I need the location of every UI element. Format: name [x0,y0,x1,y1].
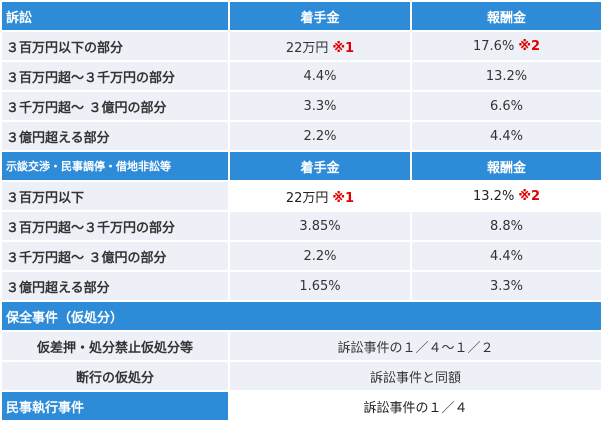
value-cell: 2.2% [228,120,412,152]
row-label: 仮差押・処分禁止仮処分等 [0,330,230,362]
row-label: ３百万円超～３千万円の部分 [0,210,230,242]
value-cell: 3.3% [410,270,601,302]
table-row: ３百万円超～３千万円の部分 4.4% 13.2% [0,60,601,92]
table-row: ３百万円以下の部分 22万円 ※1 17.6% ※2 [0,30,601,62]
note: ※2 [518,38,540,54]
table-row: ３千万円超～ ３億円の部分 3.3% 6.6% [0,90,601,122]
header-cell: 報酬金 [410,150,601,182]
section-header: 民事執行事件 [0,390,230,422]
table-row: ３億円超える部分 1.65% 3.3% [0,270,601,302]
table-row: 断行の仮処分 訴訟事件と同額 [0,360,601,392]
header-cell: 訴訟 [0,0,230,32]
table-row: 訴訟 着手金 報酬金 [0,0,601,32]
value-cell: 3.3% [228,90,412,122]
note: ※1 [332,40,355,56]
value-cell: 17.6% ※2 [410,30,601,62]
table-row: ３億円超える部分 2.2% 4.4% [0,120,601,152]
value-cell: 3.85% [228,210,412,242]
row-label: ３百万円以下 [0,180,230,212]
value-cell: 1.65% [228,270,412,302]
header-cell: 着手金 [228,0,412,32]
value-cell: 13.2% [410,60,601,92]
table-row: 保全事件（仮処分） [0,300,601,332]
note: ※2 [518,188,540,204]
value-cell: 22万円 ※1 [228,180,412,212]
row-label: ３百万円以下の部分 [0,30,230,62]
value: 17.6% [473,38,515,54]
value-cell: 訴訟事件の１／４～１／２ [228,330,601,362]
value-cell: 8.8% [410,210,601,242]
table-row: 示談交渉・民事調停・借地非訟等 着手金 報酬金 [0,150,601,182]
value-cell: 22万円 ※1 [228,30,412,62]
table-row: ３百万円以下 22万円 ※1 13.2% ※2 [0,180,601,212]
table-row: ３千万円超～ ３億円の部分 2.2% 4.4% [0,240,601,272]
row-label: 断行の仮処分 [0,360,230,392]
header-cell: 着手金 [228,150,412,182]
row-label: ３千万円超～ ３億円の部分 [0,90,230,122]
value-cell: 6.6% [410,90,601,122]
value-cell: 4.4% [410,240,601,272]
value-cell: 訴訟事件と同額 [228,360,601,392]
note: ※1 [332,190,355,206]
value-cell: 訴訟事件の１／４ [228,390,601,422]
section-header: 保全事件（仮処分） [0,300,601,332]
table-row: 民事執行事件 訴訟事件の１／４ [0,390,601,422]
value-cell: 4.4% [410,120,601,152]
row-label: ３億円超える部分 [0,120,230,152]
value: 13.2% [473,188,515,204]
row-label: ３千万円超～ ３億円の部分 [0,240,230,272]
row-label: ３百万円超～３千万円の部分 [0,60,230,92]
row-label: ３億円超える部分 [0,270,230,302]
value-cell: 13.2% ※2 [410,180,601,212]
value-cell: 2.2% [228,240,412,272]
header-cell: 示談交渉・民事調停・借地非訟等 [0,150,230,182]
value: 22万円 [285,40,329,56]
header-cell: 報酬金 [410,0,601,32]
value: 22万円 [285,190,329,206]
table-row: ３百万円超～３千万円の部分 3.85% 8.8% [0,210,601,242]
table-row: 仮差押・処分禁止仮処分等 訴訟事件の１／４～１／２ [0,330,601,362]
value-cell: 4.4% [228,60,412,92]
